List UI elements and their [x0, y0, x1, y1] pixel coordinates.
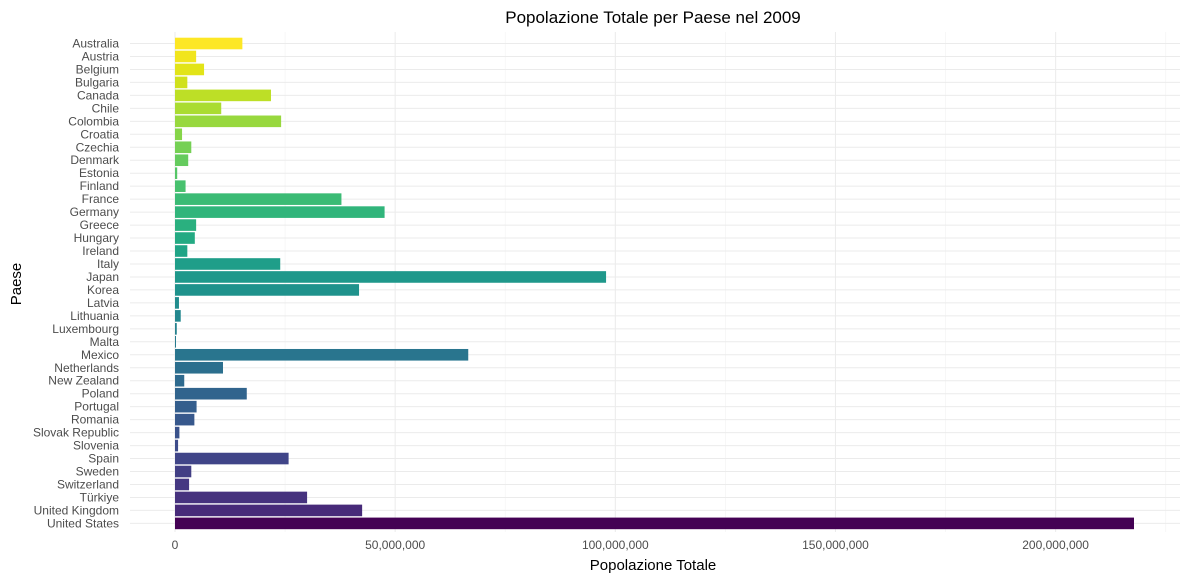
y-axis-tick-labels: AustraliaAustriaBelgiumBulgariaCanadaChi… — [33, 37, 120, 531]
y-axis-title: Paese — [8, 263, 25, 306]
y-tick-label: Germany — [70, 205, 119, 219]
y-tick-label: Slovak Republic — [33, 426, 119, 440]
y-tick-label: Korea — [87, 283, 119, 297]
y-tick-label: Austria — [82, 49, 120, 63]
bar-slovenia — [175, 439, 179, 452]
bar-croatia — [175, 128, 183, 141]
x-tick-label: 150,000,000 — [802, 538, 869, 552]
bar-estonia — [175, 167, 178, 179]
y-tick-label: France — [82, 192, 120, 206]
y-tick-label: Chile — [92, 101, 120, 115]
y-tick-label: Luxembourg — [52, 322, 119, 336]
y-tick-label: New Zealand — [48, 374, 119, 388]
y-tick-label: United Kingdom — [34, 503, 119, 517]
minor-gridlines — [284, 32, 1167, 532]
bar-hungary — [175, 232, 195, 244]
y-tick-label: United States — [47, 516, 119, 530]
bar-japan — [175, 271, 607, 283]
y-tick-label: Czechia — [76, 140, 120, 154]
y-tick-label: Australia — [72, 37, 119, 51]
bar-finland — [175, 180, 186, 192]
bars — [175, 37, 1134, 530]
y-tick-label: Netherlands — [54, 361, 119, 375]
y-tick-label: Colombia — [68, 114, 119, 128]
y-tick-label: Ireland — [82, 244, 119, 258]
bar-netherlands — [175, 361, 223, 374]
bar-slovak-republic — [175, 426, 180, 439]
bar-chile — [175, 102, 222, 115]
y-tick-label: Romania — [71, 413, 119, 427]
bar-colombia — [175, 115, 282, 128]
y-tick-label: Türkiye — [80, 490, 120, 504]
y-tick-label: Denmark — [70, 153, 120, 167]
bar-czechia — [175, 141, 192, 154]
bar-sweden — [175, 465, 192, 478]
bar-korea — [175, 284, 360, 296]
y-tick-label: Hungary — [74, 231, 119, 245]
y-tick-label: Lithuania — [70, 309, 119, 323]
bar-poland — [175, 387, 247, 400]
y-tick-label: Croatia — [80, 127, 119, 141]
y-tick-label: Portugal — [74, 400, 119, 414]
bar-belgium — [175, 63, 205, 76]
y-tick-label: Malta — [90, 335, 120, 349]
bar-ireland — [175, 245, 188, 257]
chart-title: Popolazione Totale per Paese nel 2009 — [505, 8, 801, 27]
bar-luxembourg — [175, 323, 177, 335]
bar-united-states — [175, 517, 1134, 530]
major-gridlines — [130, 32, 1180, 532]
y-tick-label: Japan — [86, 270, 119, 284]
bar-malta — [175, 336, 176, 348]
y-tick-label: Canada — [77, 88, 119, 102]
bar-mexico — [175, 348, 469, 361]
bar-france — [175, 193, 342, 205]
y-tick-label: Finland — [80, 179, 119, 193]
bar-portugal — [175, 400, 197, 413]
y-tick-label: Spain — [88, 452, 119, 466]
x-axis-tick-labels: 0 50,000,000 100,000,000 150,000,000 200,000… — [172, 538, 1090, 552]
x-tick-label: 50,000,000 — [365, 538, 425, 552]
y-tick-label: Switzerland — [57, 477, 119, 491]
y-tick-label: Estonia — [79, 166, 119, 180]
y-tick-label: Bulgaria — [75, 75, 119, 89]
y-tick-label: Italy — [97, 257, 119, 271]
y-tick-label: Poland — [82, 387, 119, 401]
bar-new-zealand — [175, 374, 185, 387]
bar-t-rkiye — [175, 491, 308, 504]
y-tick-label: Mexico — [81, 348, 119, 362]
y-tick-label: Latvia — [87, 296, 119, 310]
bar-greece — [175, 219, 197, 231]
bar-germany — [175, 206, 385, 218]
bar-australia — [175, 37, 243, 50]
y-tick-label: Sweden — [76, 465, 119, 479]
x-tick-label: 200,000,000 — [1022, 538, 1089, 552]
bar-canada — [175, 89, 271, 102]
y-tick-label: Slovenia — [73, 439, 119, 453]
bar-lithuania — [175, 310, 181, 322]
bar-denmark — [175, 154, 189, 167]
y-tick-label: Belgium — [76, 62, 119, 76]
x-axis-title: Popolazione Totale — [590, 557, 717, 574]
bar-united-kingdom — [175, 504, 363, 517]
bar-bulgaria — [175, 76, 188, 89]
x-tick-label: 0 — [172, 538, 179, 552]
bar-latvia — [175, 297, 179, 309]
bar-italy — [175, 258, 281, 270]
bar-romania — [175, 413, 195, 426]
bar-spain — [175, 452, 289, 465]
bar-switzerland — [175, 478, 190, 491]
y-tick-label: Greece — [80, 218, 120, 232]
bar-austria — [175, 50, 197, 63]
x-tick-label: 100,000,000 — [582, 538, 649, 552]
